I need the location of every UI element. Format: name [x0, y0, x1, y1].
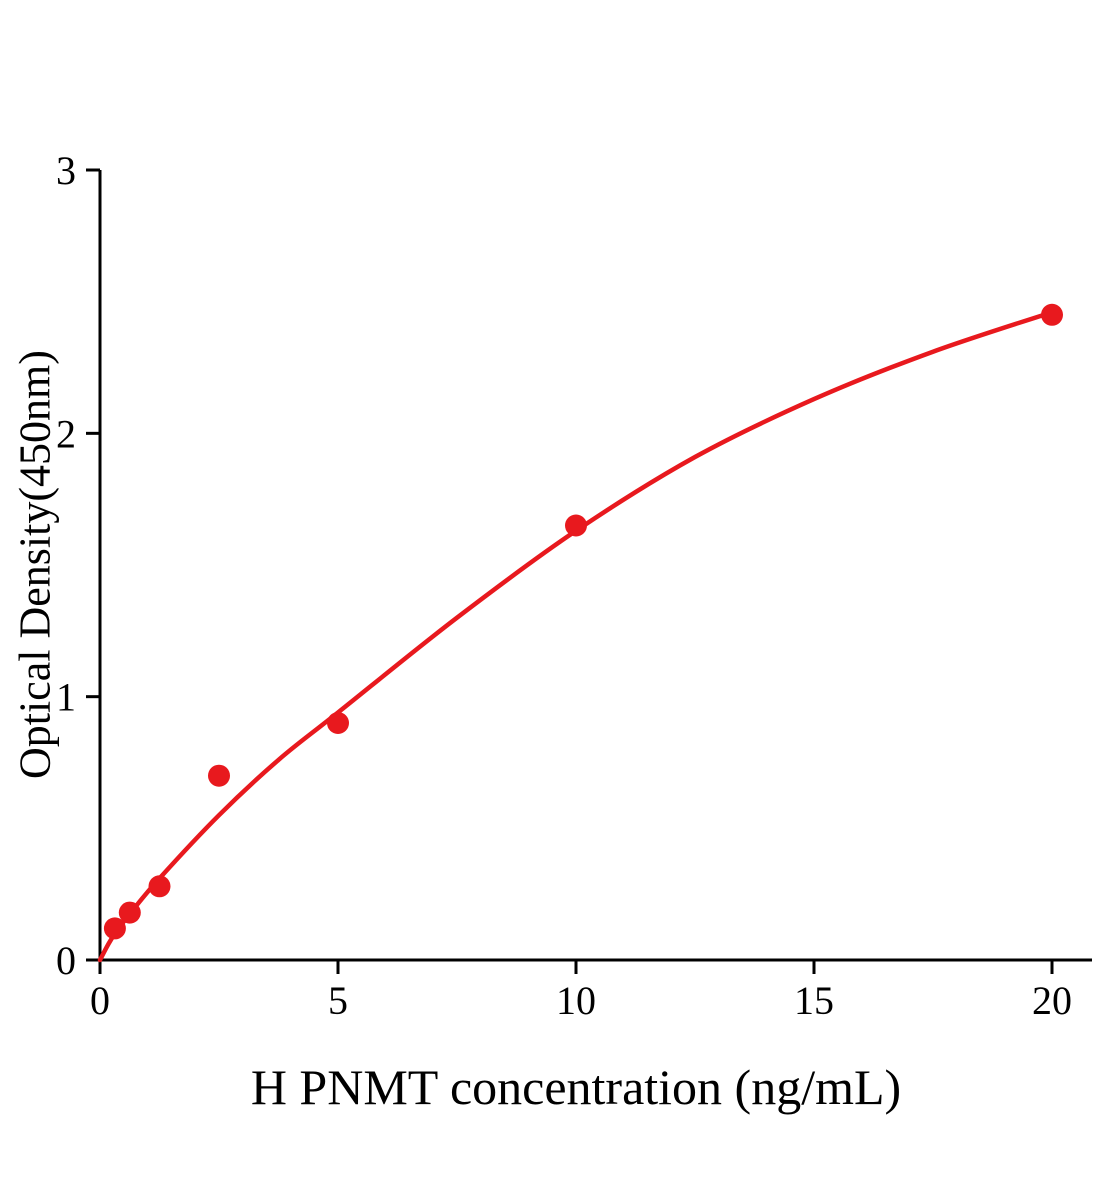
axes — [98, 170, 1092, 962]
data-point — [565, 514, 587, 537]
y-axis-title: Optical Density(450nm) — [10, 350, 60, 780]
y-tick-label: 1 — [56, 675, 76, 720]
x-tick-label: 15 — [794, 978, 834, 1023]
x-tick-label: 20 — [1032, 978, 1072, 1023]
y-tick-label: 2 — [56, 411, 76, 456]
data-point — [1041, 303, 1063, 326]
x-axis-title: H PNMT concentration (ng/mL) — [250, 1059, 902, 1115]
data-point — [118, 901, 141, 924]
x-tick-label: 0 — [90, 978, 110, 1023]
fit-curve-group — [97, 309, 1055, 963]
data-point — [208, 764, 230, 787]
x-tick-label: 5 — [328, 978, 348, 1023]
data-points — [103, 303, 1063, 940]
x-ticks: 0 5 10 15 20 — [90, 960, 1072, 1023]
data-point — [327, 712, 349, 734]
y-ticks: 0 1 2 3 — [56, 148, 100, 983]
y-tick-label: 3 — [56, 148, 76, 193]
fit-curve — [97, 309, 1055, 963]
x-tick-label: 10 — [556, 978, 596, 1023]
data-point — [148, 875, 171, 898]
y-tick-label: 0 — [56, 938, 76, 983]
data-point — [103, 917, 126, 940]
